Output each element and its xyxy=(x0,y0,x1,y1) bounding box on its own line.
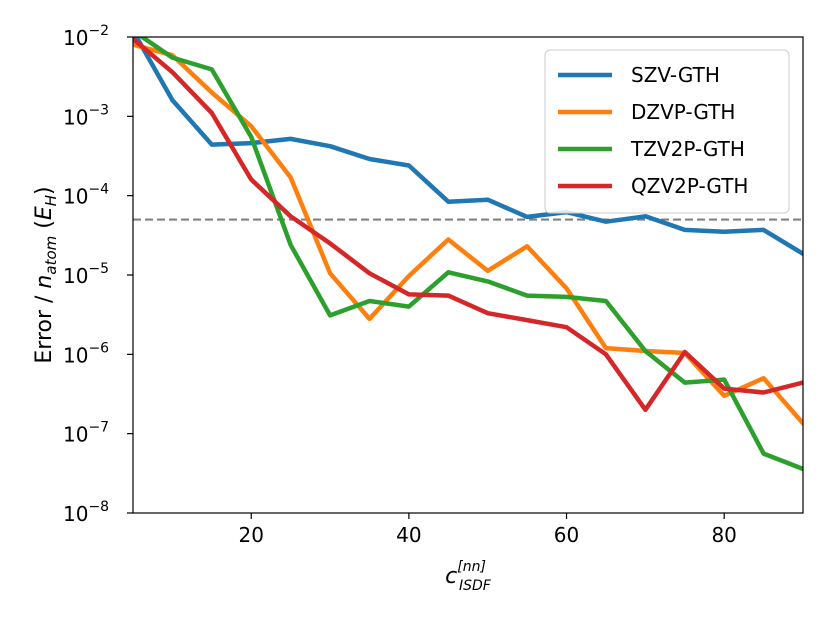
x-axis-label-base: c xyxy=(445,564,457,589)
y-tick-label--6: 10−6 xyxy=(63,340,109,367)
series-line-tzv2p-gth xyxy=(138,37,803,472)
series-line-szv-gth xyxy=(133,37,803,257)
y-tick-label--3: 10−3 xyxy=(63,102,109,129)
y-axis-label-n-sub: atom xyxy=(42,236,60,275)
y-tick-label--5: 10−5 xyxy=(63,261,109,288)
y-axis-label-close: ) xyxy=(32,186,57,195)
x-tick-label-80: 80 xyxy=(711,523,736,547)
y-tick-label--8: 10−8 xyxy=(63,499,109,526)
x-axis-label: c[nn] ISDF xyxy=(445,559,492,594)
y-axis-label-prefix: Error / xyxy=(32,289,57,364)
x-tick-label-20: 20 xyxy=(239,523,264,547)
x-tick-label-40: 40 xyxy=(396,523,421,547)
y-axis-label-e-sub: H xyxy=(42,195,60,206)
y-axis-label-mid: ( xyxy=(32,220,57,236)
legend-label-tzv2p-gth: TZV2P-GTH xyxy=(630,137,745,161)
series-line-qzv2p-gth xyxy=(133,37,803,413)
x-axis-label-sup: [nn] xyxy=(457,559,486,575)
legend-label-qzv2p-gth: QZV2P-GTH xyxy=(631,174,748,198)
y-axis-label-n: n xyxy=(32,275,57,289)
legend: SZV-GTH DZVP-GTH TZV2P-GTH QZV2P-GTH xyxy=(544,49,790,214)
x-axis-label-sub: ISDF xyxy=(459,578,492,594)
y-axis-label-e: E xyxy=(32,206,57,220)
y-tick-label--2: 10−2 xyxy=(63,23,109,50)
y-axis-label: Error / natom (EH) xyxy=(32,186,60,363)
y-tick-label--7: 10−7 xyxy=(63,420,109,447)
x-tick-label-60: 60 xyxy=(554,523,579,547)
legend-frame xyxy=(544,49,790,214)
legend-label-dzvp-gth: DZVP-GTH xyxy=(631,100,735,124)
legend-label-szv-gth: SZV-GTH xyxy=(631,63,720,87)
y-tick-label--4: 10−4 xyxy=(63,182,109,209)
